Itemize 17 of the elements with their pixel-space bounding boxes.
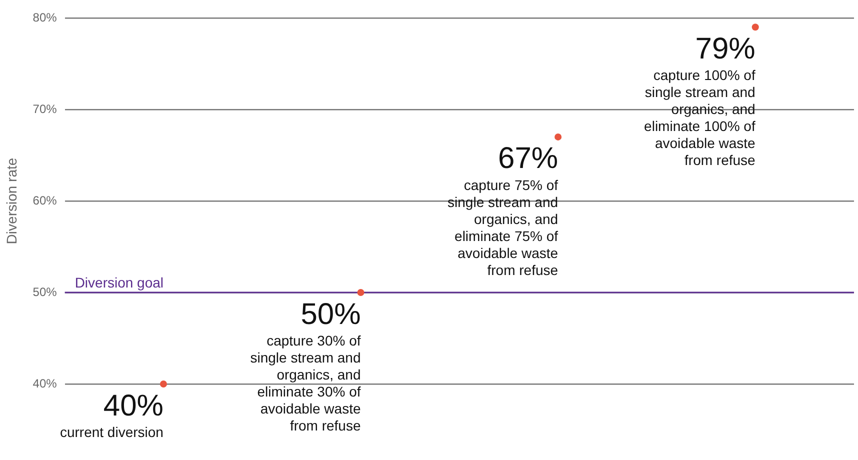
- y-axis-title: Diversion rate: [3, 158, 20, 244]
- y-tick-label: 40%: [32, 376, 58, 390]
- point: [554, 133, 562, 140]
- y-tick-label: 80%: [32, 10, 58, 24]
- ref-line-label: Diversion goal: [74, 274, 164, 290]
- data-label: 79%: [695, 32, 756, 66]
- data-label: 40%: [103, 389, 164, 422]
- y-tick-label: 50%: [32, 284, 58, 299]
- point: [752, 24, 759, 31]
- text: current diversion: [60, 424, 164, 440]
- annotation: capture 30% of single stream and organics, and eliminate 30% of avoidable waste from refuse: [250, 332, 361, 434]
- point: [160, 380, 167, 388]
- y-tick-label: 60%: [32, 193, 58, 208]
- y-tick-label: 70%: [32, 102, 58, 116]
- data-label: 67%: [498, 142, 558, 176]
- point: [357, 289, 364, 296]
- data-label: 50%: [300, 298, 361, 331]
